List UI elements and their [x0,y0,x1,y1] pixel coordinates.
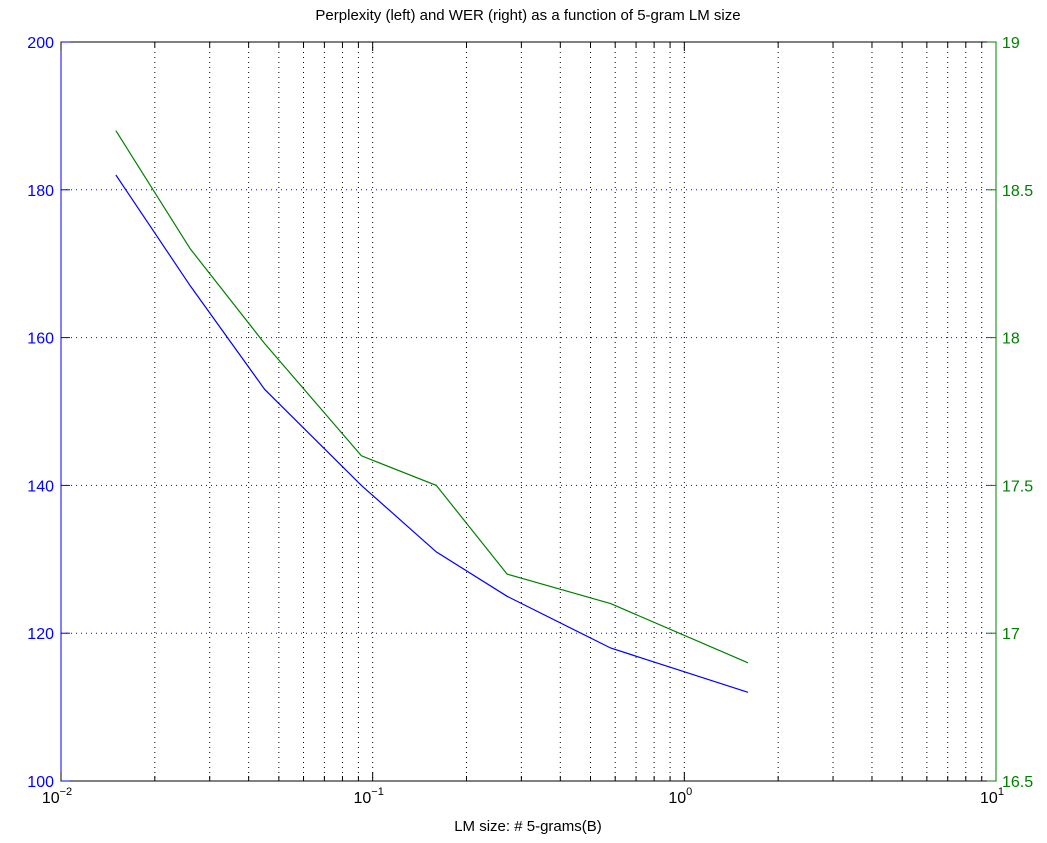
right-y-tick-label: 17 [1002,626,1020,643]
x-tick-label: 10−1 [353,786,383,807]
x-tick-label: 10−2 [42,786,72,807]
right-y-tick-label: 16.5 [1002,774,1033,791]
x-axis-label: LM size: # 5-grams(B) [454,818,602,835]
plot-frame [60,41,997,782]
grid [61,42,996,781]
right-y-tick-label: 18.5 [1002,183,1033,200]
left-y-tick-label: 120 [27,626,54,643]
wer-series-line [115,130,749,664]
right-y-tick-label: 17.5 [1002,478,1033,495]
right-y-tick-label: 18 [1002,331,1020,348]
perplexity-series-line [115,174,749,693]
left-y-tick-label: 140 [27,478,54,495]
left-y-tick-label: 200 [27,35,54,52]
chart-title: Perplexity (left) and WER (right) as a f… [315,7,740,24]
x-tick-label: 100 [668,786,692,807]
ticks-layer: 100 120 140 160 180 200 16.5 17 17.5 18 18.5 19 10−2… [27,35,1033,807]
right-y-tick-label: 19 [1002,35,1020,52]
left-y-tick-label: 160 [27,331,54,348]
left-y-tick-label: 180 [27,183,54,200]
series-layer [115,130,749,693]
left-y-tick-label: 100 [27,774,54,791]
x-tick-label: 101 [980,786,1004,807]
